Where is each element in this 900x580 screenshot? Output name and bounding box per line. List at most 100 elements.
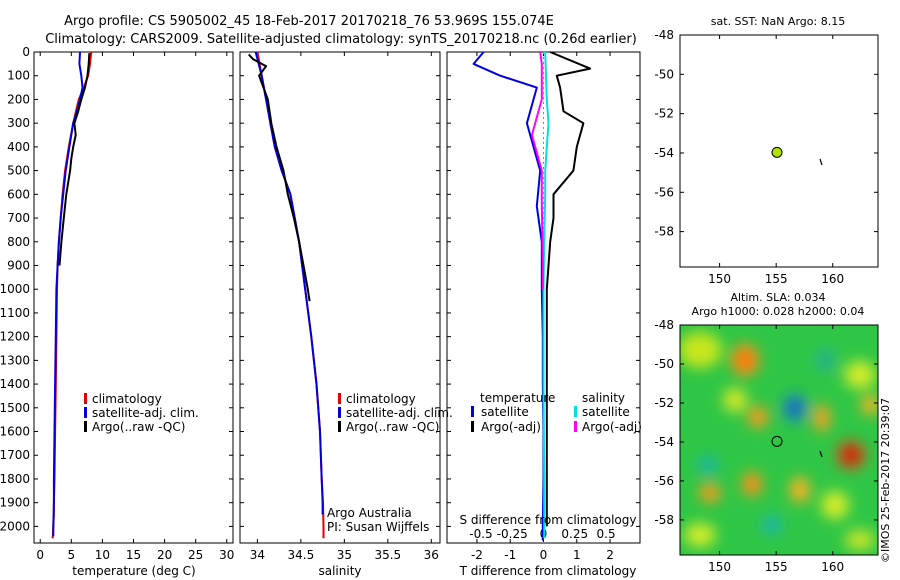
sla-map-title2: Argo h1000: 0.028 h2000: 0.04 xyxy=(692,305,865,318)
legend-swatch-argo xyxy=(338,421,341,432)
map-y-tick-label: -52 xyxy=(654,107,674,121)
y-tick-label: 0 xyxy=(22,45,30,59)
y-tick-label: 1000 xyxy=(0,282,30,296)
temperature-legend: climatology satellite-adj. clim. Argo(..… xyxy=(84,392,199,434)
legend-temperature-header: temperature xyxy=(480,391,555,405)
x-axis-label: T difference from climatology xyxy=(459,564,637,578)
y-tick-label: 1900 xyxy=(0,496,30,510)
series-line xyxy=(256,51,325,539)
salinity-panel: 34 34.5 35 35.5 36 salinity xyxy=(239,51,441,578)
x-tick-label: 2 xyxy=(606,548,614,562)
map-y-tick-label: -48 xyxy=(654,318,674,332)
series-line xyxy=(542,51,550,539)
sla-map-frame xyxy=(679,324,879,556)
y-tick-label: 1200 xyxy=(0,330,30,344)
legend-temp-satellite: satellite xyxy=(481,405,529,419)
x-tick-label: 5 xyxy=(67,548,75,562)
y-tick-label: 100 xyxy=(7,69,30,83)
map-y-tick-label: -58 xyxy=(654,513,674,527)
imos-stamp: ©IMOS 25-Feb-2017 20:39:07 xyxy=(879,398,892,563)
x-tick-label: 35.5 xyxy=(374,548,401,562)
legend-argo: Argo(..raw -QC) xyxy=(346,420,439,434)
y-tick-label: 300 xyxy=(7,116,30,130)
legend-sal-argo: Argo(-adj) xyxy=(582,420,642,434)
argo-australia-label: Argo Australia xyxy=(327,506,412,520)
legend-swatch-climatology xyxy=(84,393,87,404)
series-line xyxy=(545,51,592,527)
legend-temp-argo: Argo(-adj) xyxy=(481,420,541,434)
legend-satellite: satellite-adj. clim. xyxy=(346,406,453,420)
top-x-tick-label: -0.5 xyxy=(469,527,492,541)
legend-swatch-argo xyxy=(84,421,87,432)
s-difference-label: S difference from climatology xyxy=(460,513,637,527)
legend-satellite: satellite-adj. clim. xyxy=(92,406,199,420)
y-tick-label: 900 xyxy=(7,258,30,272)
map-y-tick-label: -56 xyxy=(654,474,674,488)
x-tick-label: 0 xyxy=(540,548,548,562)
salinity-legend: climatology satellite-adj. clim. Argo(..… xyxy=(327,392,453,534)
series-line xyxy=(530,51,544,290)
legend-swatch-sal-satellite xyxy=(574,406,577,417)
plot-frame xyxy=(239,51,441,544)
sla-map: -58 -56 -54 -52 -50 -48 150 155 160 xyxy=(654,318,878,574)
series-line xyxy=(52,51,84,536)
sla-field xyxy=(680,332,878,550)
legend-swatch-satellite xyxy=(84,407,87,418)
series-line xyxy=(472,51,545,541)
x-tick-label: 10 xyxy=(95,548,110,562)
top-x-tick-label: 0.5 xyxy=(597,527,616,541)
series-line xyxy=(58,53,91,266)
plot-frame xyxy=(33,51,234,544)
map-y-tick-label: -52 xyxy=(654,396,674,410)
map-x-tick-label: 155 xyxy=(765,560,788,574)
x-axis-label: temperature (deg C) xyxy=(72,564,195,578)
y-tick-label: 1100 xyxy=(0,306,30,320)
y-tick-label: 200 xyxy=(7,92,30,106)
temperature-panel: 0100200300400500600700800900100011001200… xyxy=(0,45,234,578)
y-tick-label: 600 xyxy=(7,187,30,201)
x-tick-label: 1 xyxy=(573,548,581,562)
sst-map-track xyxy=(819,158,823,166)
legend-swatch-climatology xyxy=(338,393,341,404)
y-tick-label: 1600 xyxy=(0,425,30,439)
series-line xyxy=(247,53,311,302)
legend-sal-satellite: satellite xyxy=(582,405,630,419)
y-tick-label: 1800 xyxy=(0,472,30,486)
x-tick-label: -1 xyxy=(504,548,516,562)
map-x-tick-label: 160 xyxy=(821,272,844,286)
x-tick-label: 34 xyxy=(250,548,265,562)
y-tick-label: 2000 xyxy=(0,519,30,533)
map-y-tick-label: -50 xyxy=(654,357,674,371)
y-tick-label: 1700 xyxy=(0,448,30,462)
sst-map: -58 -56 -54 -52 -50 -48 150 155 160 xyxy=(654,28,878,286)
sst-map-title: sat. SST: NaN Argo: 8.15 xyxy=(711,15,845,28)
map-y-tick-label: -48 xyxy=(654,28,674,42)
x-tick-label: 30 xyxy=(219,548,234,562)
argo-position-marker xyxy=(771,146,783,158)
x-axis-label: salinity xyxy=(318,564,361,578)
map-y-tick-label: -54 xyxy=(654,146,674,160)
sla-map-title1: Altim. SLA: 0.034 xyxy=(730,291,825,304)
legend-swatch-temp-satellite xyxy=(471,406,474,417)
x-tick-label: 0 xyxy=(36,548,44,562)
map-x-tick-label: 150 xyxy=(708,560,731,574)
x-tick-label: 34.5 xyxy=(288,548,315,562)
y-tick-label: 1300 xyxy=(0,353,30,367)
y-tick-label: 700 xyxy=(7,211,30,225)
sla-map-track xyxy=(819,450,823,458)
map-y-tick-label: -58 xyxy=(654,225,674,239)
difference-legend: temperature satellite Argo(-adj) salinit… xyxy=(460,391,642,527)
legend-argo: Argo(..raw -QC) xyxy=(92,420,185,434)
map-y-tick-label: -54 xyxy=(654,435,674,449)
x-tick-label: 15 xyxy=(126,548,141,562)
map-y-tick-label: -50 xyxy=(654,67,674,81)
argo-position-marker xyxy=(771,435,783,447)
legend-swatch-satellite xyxy=(338,407,341,418)
y-tick-label: 1400 xyxy=(0,377,30,391)
x-tick-label: -2 xyxy=(471,548,483,562)
top-x-tick-label: -0.25 xyxy=(497,527,528,541)
legend-climatology: climatology xyxy=(92,392,162,406)
